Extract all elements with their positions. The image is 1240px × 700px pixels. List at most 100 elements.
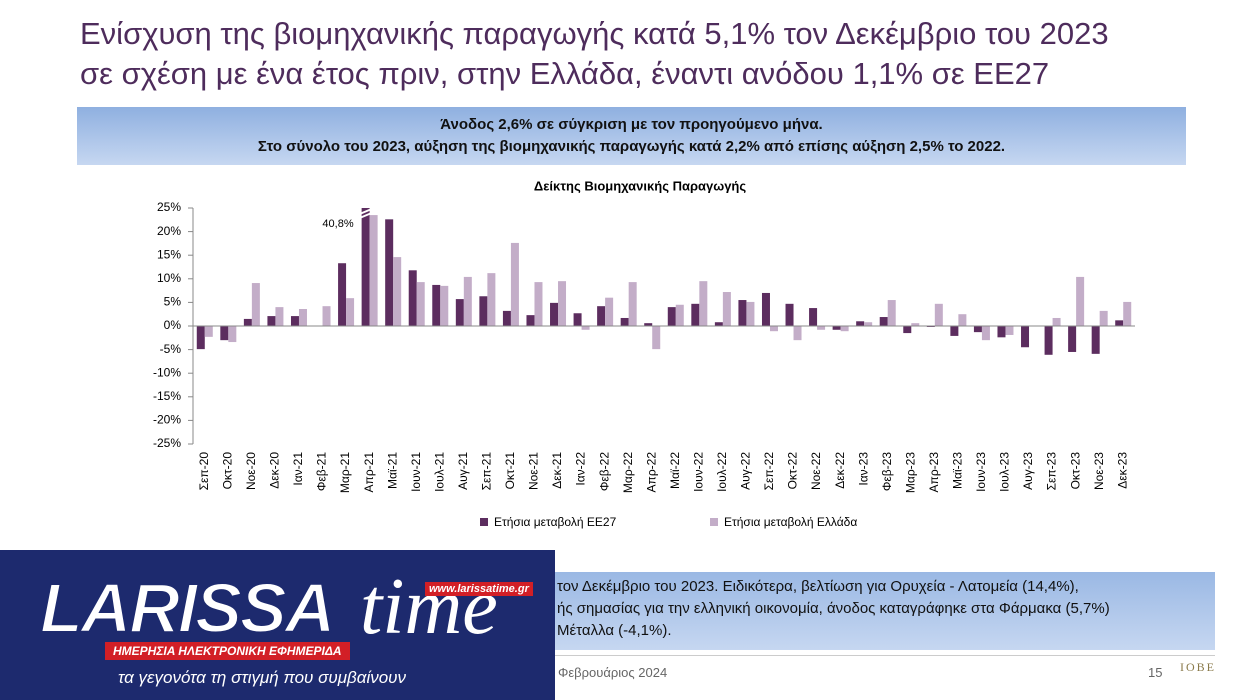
x-tick-label: Νοε-23 [1092,452,1106,490]
x-tick-label: Αυγ-21 [456,452,470,490]
bar [903,326,912,334]
legend-label: Ετήσια μεταβολή ΕΕ27 [494,515,617,529]
bar [1068,326,1077,352]
x-tick-label: Οκτ-20 [220,452,234,490]
bar [534,282,543,326]
y-tick-label: -10% [153,365,181,379]
x-tick-label: Σεπ-23 [1045,452,1059,491]
x-tick-label: Δεκ-21 [550,452,564,489]
bar [440,285,449,326]
y-tick-label: 5% [164,295,182,309]
bar [1052,317,1061,326]
bar [369,215,378,326]
bar [856,321,865,326]
x-tick-label: Αυγ-22 [739,452,753,490]
footer-rule [555,655,1215,656]
chart: Δείκτης Βιομηχανικής Παραγωγής -25% -20% -… [153,178,1135,529]
bar [502,310,511,326]
x-tick-label: Οκτ-21 [503,452,517,490]
chart-title: Δείκτης Βιομηχανικής Παραγωγής [534,178,747,193]
bar [769,326,778,332]
x-tick-label: Φεβ-21 [315,452,329,491]
highlight-box: Άνοδος 2,6% σε σύγκριση με τον προηγούμε… [77,107,1186,165]
legend-swatch [710,518,718,526]
logo: IOBE [1180,660,1216,674]
bar [817,326,826,330]
x-tick-label: Οκτ-22 [786,452,800,490]
x-tick-label: Μαρ-22 [621,452,635,493]
bar [832,326,841,330]
bar [243,318,252,326]
x-tick-label: Ιουλ-21 [432,452,446,492]
x-tick-label: Ιουν-23 [974,452,988,492]
data-label: 40,8% [322,218,353,230]
y-tick-label: 25% [157,200,181,214]
bar [699,281,708,326]
y-tick-label: -5% [160,342,182,356]
x-tick-label: Μαρ-21 [338,452,352,493]
bar [997,326,1006,338]
bar [1076,276,1085,326]
bar [558,281,567,326]
x-tick-label: Ιουν-22 [691,452,705,492]
bar [432,284,441,326]
title: Ενίσχυση της βιομηχανικής παραγωγής κατά… [80,14,1109,94]
y-tick-label: -25% [153,436,181,450]
body-box: τον Δεκέμβριο του 2023. Ειδικότερα, βελτ… [530,572,1215,650]
x-tick-label: Δεκ-20 [268,452,282,489]
bar [722,292,731,326]
bar [338,263,347,326]
bar [322,306,331,326]
x-tick-label: Ιαν-22 [574,452,588,486]
bar [738,300,747,326]
bar [298,309,307,326]
bar [934,303,943,326]
bar [620,317,629,326]
y-tick-label: 20% [157,224,181,238]
body-line: τον Δεκέμβριο του 2023. Ειδικότερα, βελτ… [557,578,1079,595]
x-tick-label: Νοε-22 [809,452,823,490]
bar [785,303,794,326]
bar [510,242,519,326]
bar [597,306,606,326]
bar [1115,320,1124,326]
x-tick-label: Νοε-20 [244,452,258,490]
bar [385,219,394,326]
bar [220,326,229,341]
x-tick-label: Σεπ-22 [762,452,776,491]
bar [228,326,237,343]
bar [950,326,959,336]
x-tick-label: Φεβ-22 [597,452,611,491]
bar [887,300,896,326]
x-tick-label: Ιαν-21 [291,452,305,486]
bar [644,323,653,326]
footer-date: Φεβρουάριος 2024 [558,665,668,680]
banner-url: www.larissatime.gr [425,582,533,596]
bar [550,302,559,326]
bar [408,270,417,326]
bar [346,298,355,326]
banner: LARISSA time www.larissatime.gr ΗΜΕΡΗΣΙΑ… [0,550,555,700]
bar [1123,301,1132,326]
bar [911,323,920,326]
bar [840,326,849,332]
bar [973,326,982,333]
bar [652,326,661,350]
body-line: Μέταλλα (-4,1%). [557,622,672,639]
axis-break [359,208,373,219]
bar [275,307,284,326]
legend-label: Ετήσια μεταβολή Ελλάδα [724,515,857,529]
x-tick-label: Μαρ-23 [903,452,917,493]
bar [691,303,700,326]
x-tick-label: Απρ-22 [644,452,658,493]
x-tick-label: Δεκ-22 [833,452,847,489]
x-tick-label: Μαϊ-23 [951,452,965,489]
bar [393,257,402,326]
legend-swatch [480,518,488,526]
x-tick-label: Απρ-21 [362,452,376,493]
banner-tagline: ΗΜΕΡΗΣΙΑ ΗΛΕΚΤΡΟΝΙΚΗ ΕΦΗΜΕΡΙΔΑ [105,642,350,660]
body-line: ής σημασίας για την ελληνική οικονομία, … [557,600,1110,617]
bar [290,316,299,326]
bar [581,326,590,330]
